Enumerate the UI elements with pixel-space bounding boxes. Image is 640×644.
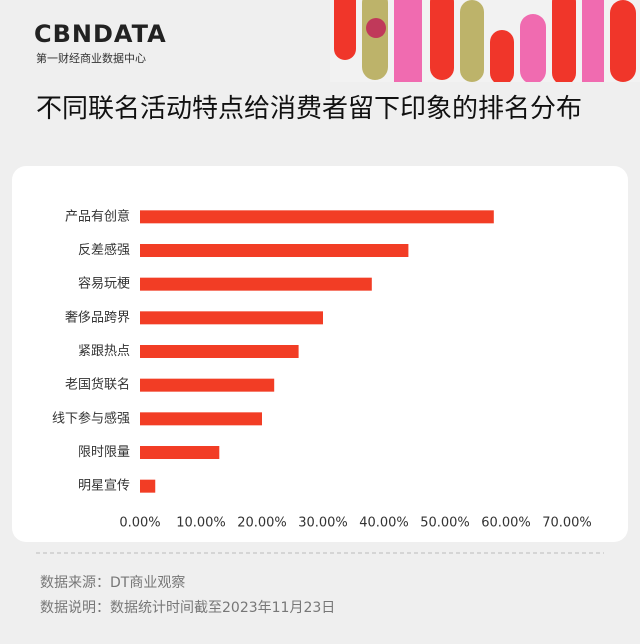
x-tick-label: 70.00%	[542, 516, 592, 531]
bar	[140, 210, 494, 224]
y-tick-label: 反差感强	[78, 242, 130, 258]
bar	[140, 244, 409, 257]
x-tick-label: 30.00%	[298, 516, 348, 531]
y-tick-label: 紧跟热点	[78, 344, 130, 359]
x-tick-label: 60.00%	[481, 516, 531, 531]
bar	[140, 479, 156, 493]
chart-title: 不同联名活动特点给消费者留下印象的排名分布	[36, 94, 583, 124]
logo: CBNDATA	[34, 20, 167, 48]
x-tick-label: 20.00%	[237, 516, 287, 531]
bar	[140, 345, 299, 358]
x-tick-label: 10.00%	[176, 516, 226, 531]
y-tick-label: 奢侈品跨界	[65, 310, 130, 325]
bar	[140, 311, 323, 325]
bar	[140, 277, 372, 291]
bar	[140, 412, 262, 426]
x-tick-label: 0.00%	[119, 516, 160, 531]
y-tick-label: 线下参与感强	[52, 410, 130, 426]
x-tick-label: 50.00%	[420, 516, 470, 531]
x-tick-label: 40.00%	[359, 516, 409, 531]
bar	[140, 446, 220, 459]
y-tick-label: 老国货联名	[65, 377, 130, 393]
logo-subtitle: 第一财经商业数据中心	[36, 52, 146, 65]
bar	[140, 378, 275, 392]
source: 数据来源：DT商业观察	[40, 575, 186, 591]
chart-card	[12, 166, 628, 542]
header-art	[330, 0, 640, 82]
note: 数据说明：数据统计时间截至2023年11月23日	[40, 600, 336, 616]
y-tick-label: 限时限量	[78, 445, 130, 460]
y-tick-label: 产品有创意	[65, 208, 130, 224]
y-tick-label: 容易玩梗	[78, 276, 130, 292]
y-tick-label: 明星宣传	[78, 478, 130, 494]
